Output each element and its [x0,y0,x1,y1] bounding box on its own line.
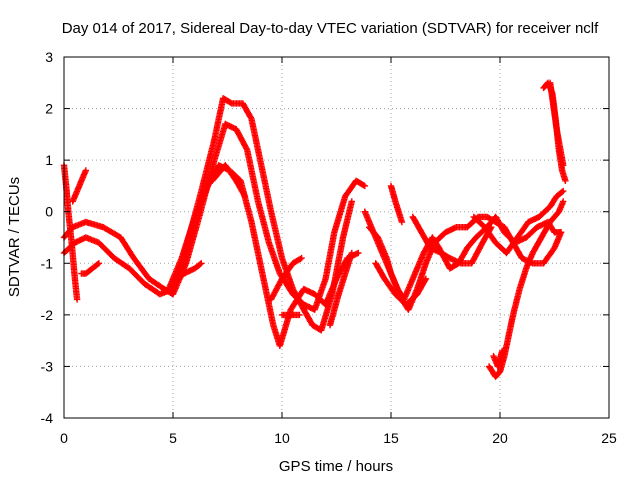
data-point [488,224,495,231]
axis-ticks: 0 5 10 15 20 25 -4 -3 -2 -1 0 1 2 3 [41,49,617,446]
series-track-u [546,79,567,169]
data-point [560,187,567,195]
x-tick-label: 10 [274,430,290,446]
y-axis-label: SDTVAR / TECUs [6,177,23,297]
series-track-b [60,95,355,334]
data-point [297,255,304,263]
x-tick-label: 0 [60,430,68,446]
series-track-j [278,311,303,319]
data-point [348,198,355,205]
series-track-s [490,347,506,370]
data-point [558,188,566,196]
data-point [82,167,89,174]
x-axis-label: GPS time / hours [279,458,393,475]
data-point [296,311,303,319]
data-point [355,249,362,257]
data-point [560,162,567,169]
data-point [562,177,569,184]
chart-title: Day 014 of 2017, Sidereal Day-to-day VTE… [62,20,599,37]
data-point [241,193,249,200]
y-tick-label: 1 [45,152,53,168]
series-track-q [470,187,567,257]
data-point [557,229,565,236]
y-tick-label: -3 [41,358,54,374]
series-track-h [209,162,249,200]
x-tick-label: 15 [383,430,399,446]
data-point [361,182,368,190]
y-tick-label: 0 [45,204,53,220]
data-point [398,218,406,226]
data-point [422,275,430,282]
y-tick-label: -2 [41,307,54,323]
series-track-n [372,260,430,308]
data-point [95,260,103,267]
series-track-k [326,249,355,329]
data-points [60,79,569,380]
x-tick-label: 5 [169,430,177,446]
series-track-a [60,120,368,313]
data-point [243,145,250,152]
data-point [73,296,81,303]
y-tick-label: 3 [45,49,53,65]
series-track-i [267,254,305,303]
y-tick-label: -4 [41,410,54,426]
series-track-p [409,213,495,267]
y-tick-label: 2 [45,101,53,117]
series-track-f [78,260,103,277]
data-point [499,347,506,355]
series-track-e [69,167,89,205]
data-point [94,260,101,268]
data-point [560,198,567,205]
x-tick-label: 20 [492,430,508,446]
data-point [197,260,204,268]
plot-frame [63,56,610,419]
x-tick-label: 25 [601,430,617,446]
data-point [198,260,205,267]
series-track-g [169,260,205,288]
data-point [298,254,305,262]
series-track-r [485,198,567,380]
y-tick-label: -1 [41,255,54,271]
series-track-o [387,182,406,226]
data-point [348,249,355,257]
